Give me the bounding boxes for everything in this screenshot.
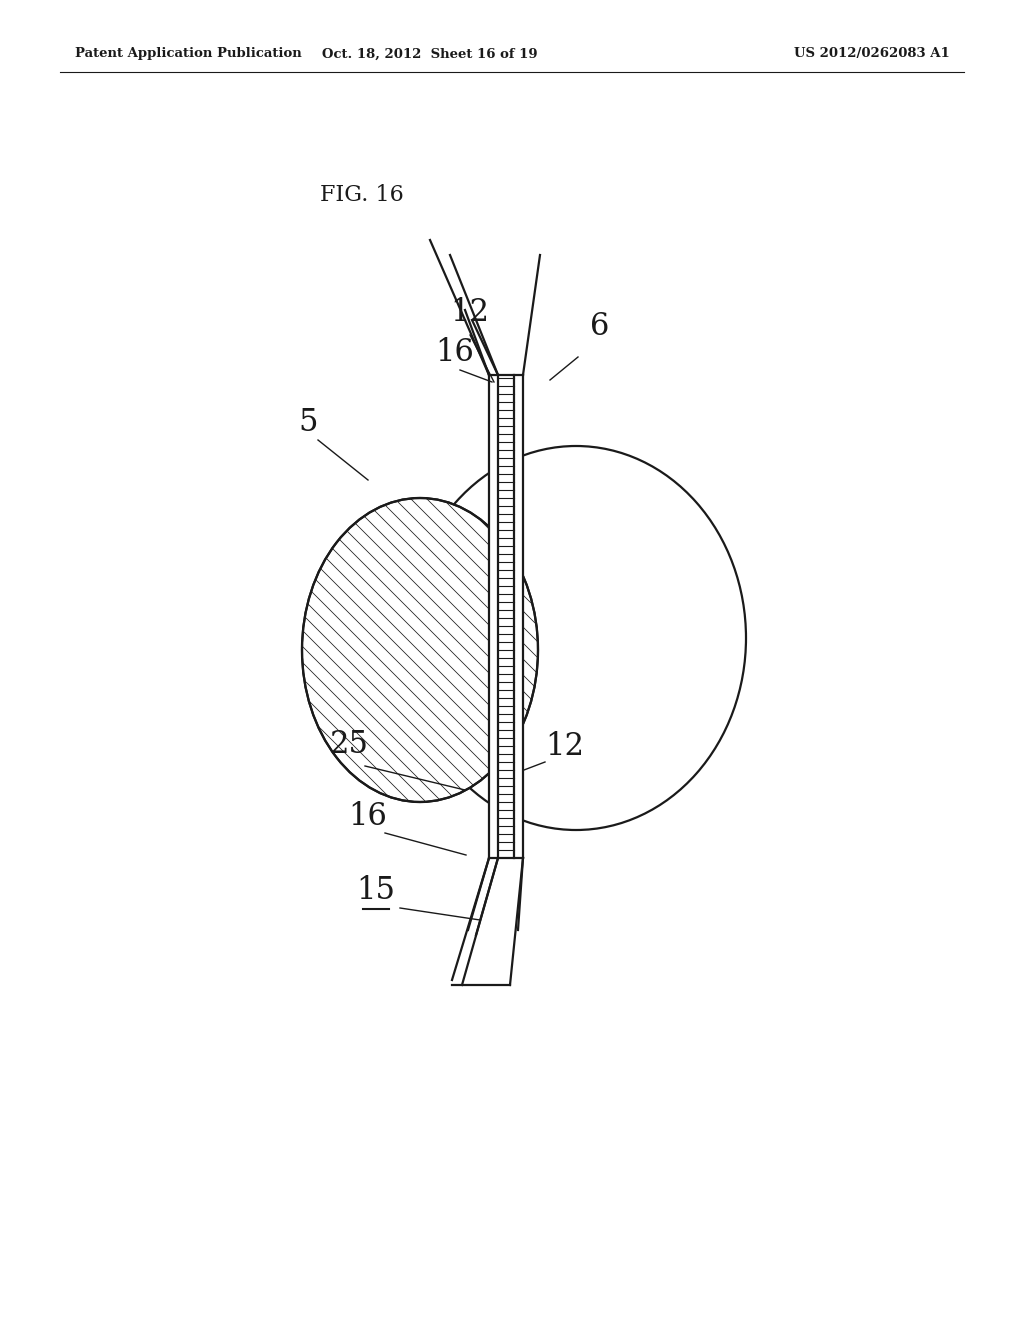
Text: Patent Application Publication: Patent Application Publication xyxy=(75,48,302,61)
Ellipse shape xyxy=(302,498,538,803)
Text: FIG. 16: FIG. 16 xyxy=(319,183,403,206)
Text: 16: 16 xyxy=(435,337,474,368)
Text: 12: 12 xyxy=(545,731,584,762)
Text: US 2012/0262083 A1: US 2012/0262083 A1 xyxy=(795,48,950,61)
Ellipse shape xyxy=(406,446,746,830)
Text: Oct. 18, 2012  Sheet 16 of 19: Oct. 18, 2012 Sheet 16 of 19 xyxy=(323,48,538,61)
Text: 12: 12 xyxy=(451,297,489,327)
Text: 5: 5 xyxy=(298,407,317,438)
Text: 6: 6 xyxy=(590,312,609,342)
Bar xyxy=(489,375,523,858)
Text: 16: 16 xyxy=(348,801,387,832)
Text: 15: 15 xyxy=(356,875,395,906)
Text: 25: 25 xyxy=(330,729,369,760)
